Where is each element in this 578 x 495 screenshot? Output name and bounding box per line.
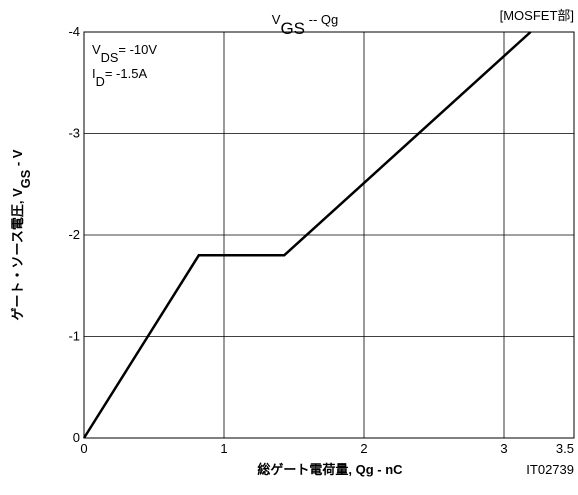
annotation: [MOSFET部] bbox=[500, 8, 574, 23]
chart-title-part: V bbox=[272, 12, 281, 27]
x-tick-label: 3.5 bbox=[556, 441, 574, 456]
condition-part: D bbox=[96, 74, 105, 89]
chart-title-part: -- Qg bbox=[305, 12, 338, 27]
chart-title: VGS -- Qg bbox=[272, 12, 338, 38]
y-tick-label: -1 bbox=[68, 329, 80, 344]
code: IT02739 bbox=[526, 462, 574, 477]
chart-title-part: GS bbox=[280, 19, 305, 38]
x-tick-label: 2 bbox=[360, 441, 367, 456]
y-axis-label-part: GS bbox=[18, 170, 33, 188]
y-tick-label: 0 bbox=[73, 430, 80, 445]
x-axis-label: 総ゲート電荷量, Qg - nC bbox=[257, 462, 403, 477]
condition-part: = -1.5A bbox=[105, 66, 148, 81]
y-axis-label-part: - V bbox=[10, 149, 25, 170]
x-tick-label: 3 bbox=[500, 441, 507, 456]
y-tick-label: -3 bbox=[68, 126, 80, 141]
condition: VDS= -10V bbox=[92, 42, 157, 65]
data-line bbox=[82, 31, 532, 439]
y-axis-label-part: ゲート・ソース電圧, V bbox=[10, 188, 25, 321]
x-tick-label: 1 bbox=[220, 441, 227, 456]
y-tick-label: -2 bbox=[68, 227, 80, 242]
condition-part: DS bbox=[101, 50, 119, 65]
condition: ID= -1.5A bbox=[92, 66, 147, 89]
y-tick-label: -4 bbox=[68, 24, 80, 39]
condition-part: V bbox=[92, 42, 101, 57]
y-axis-label: ゲート・ソース電圧, VGS - V bbox=[10, 149, 33, 320]
x-tick-label: 0 bbox=[80, 441, 87, 456]
condition-part: = -10V bbox=[118, 42, 157, 57]
condition-part: I bbox=[92, 66, 96, 81]
